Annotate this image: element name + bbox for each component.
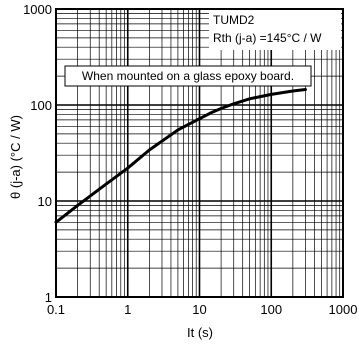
x-tick-labels: 0.1 1 10 100 1000 xyxy=(47,302,358,317)
condition-annotation-box xyxy=(64,65,312,87)
grid-lines xyxy=(55,9,343,298)
y-tick-label: 100 xyxy=(30,98,52,113)
device-annotation-box xyxy=(209,10,341,50)
x-axis-label: It (s) xyxy=(187,325,213,340)
x-tick-label: 0.1 xyxy=(47,302,65,317)
y-tick-label: 1 xyxy=(45,290,52,305)
y-tick-label: 10 xyxy=(38,194,52,209)
condition-annotation: When mounted on a glass epoxy board. xyxy=(82,69,294,83)
x-tick-label: 100 xyxy=(260,302,282,317)
series-line xyxy=(54,88,307,224)
x-tick-label: 1000 xyxy=(329,302,358,317)
y-tick-labels: 1 10 100 1000 xyxy=(23,2,52,305)
device-annotation: TUMD2 xyxy=(213,13,255,27)
plot-frame xyxy=(55,8,344,298)
rth-annotation: Rth (j-a) =145°C / W xyxy=(213,31,322,45)
x-tick-label: 10 xyxy=(192,302,206,317)
y-tick-label: 1000 xyxy=(23,2,52,17)
y-axis-label: θ (j-a) (°C / W) xyxy=(8,115,23,199)
x-tick-label: 1 xyxy=(124,302,131,317)
